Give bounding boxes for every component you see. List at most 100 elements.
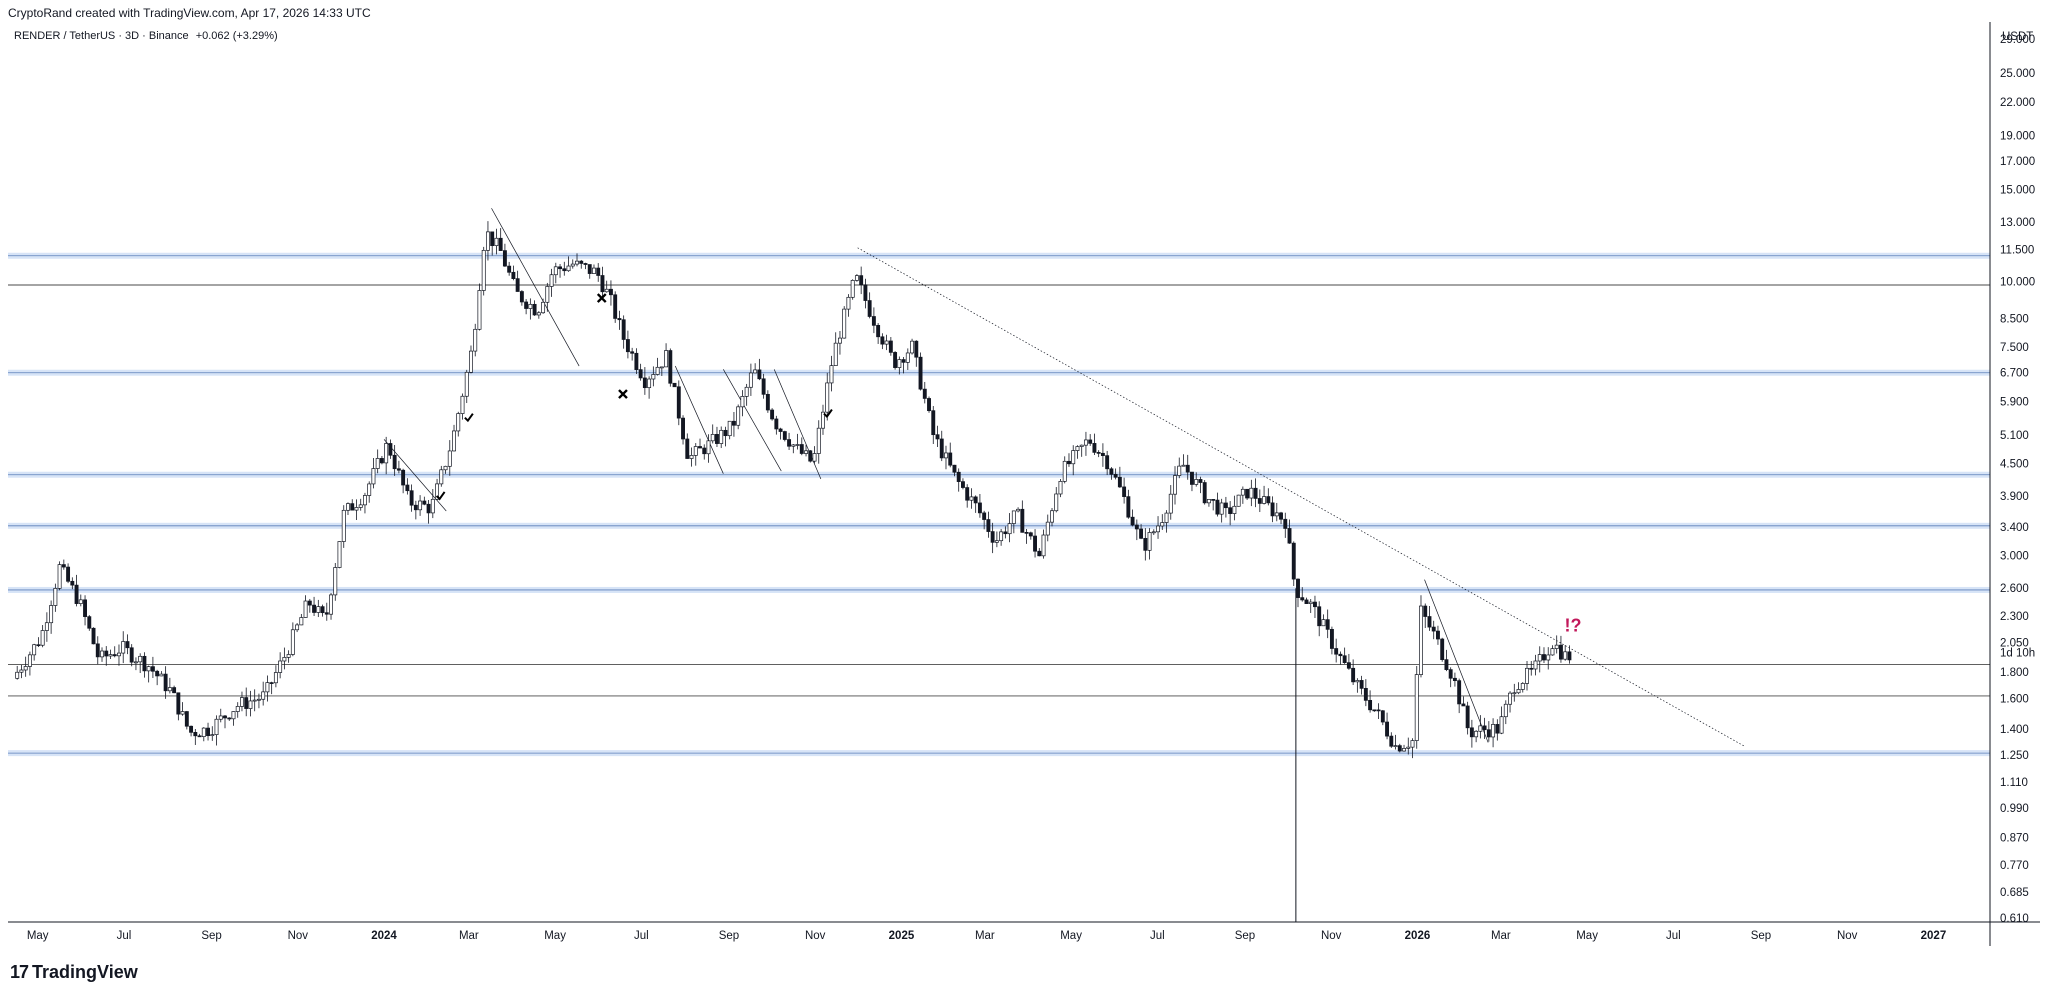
candle-body: [498, 237, 503, 251]
candle-body: [1410, 740, 1415, 748]
time-tick-label: Sep: [201, 930, 221, 942]
candle-body: [61, 564, 66, 568]
candle-body: [1079, 444, 1084, 447]
candle-body: [1156, 525, 1160, 533]
trendline: [773, 369, 822, 480]
candle-body: [1134, 524, 1139, 530]
candle-body: [49, 605, 54, 624]
candle-body: [935, 434, 940, 440]
candle-body: [1368, 700, 1373, 711]
candle-body: [982, 512, 987, 520]
candle-body: [1045, 521, 1050, 536]
candle-body: [312, 604, 317, 613]
candle-body: [83, 599, 87, 617]
candle-body: [782, 431, 787, 440]
candle-body: [693, 446, 698, 456]
candle-body: [40, 630, 45, 646]
candle-body: [1041, 534, 1046, 557]
time-tick-label: Mar: [1491, 930, 1511, 942]
price-tick-label: 19.000: [2000, 130, 2035, 142]
candle-body: [1198, 479, 1203, 483]
symbol-change: +0.062 (+3.29%): [195, 30, 278, 42]
candle-body: [706, 440, 711, 455]
candle-body: [125, 641, 130, 649]
candle-body: [104, 650, 109, 657]
price-tick-label: 10.000: [2000, 277, 2035, 289]
candle-body: [396, 468, 401, 471]
time-tick-label: May: [27, 930, 49, 942]
trendline: [1424, 579, 1489, 743]
candle-body: [201, 727, 206, 737]
price-tick-label: 0.770: [2000, 860, 2029, 872]
candle-body: [413, 504, 418, 511]
candle-body: [333, 567, 338, 596]
candle-body: [193, 731, 198, 737]
candle-body: [477, 290, 482, 330]
candle-body: [189, 725, 194, 733]
candle-body: [863, 284, 868, 301]
candle-body: [1058, 480, 1063, 495]
candle-body: [1529, 667, 1534, 670]
candle-body: [1020, 508, 1025, 533]
candle-body: [1512, 692, 1517, 695]
candle-body: [854, 275, 859, 281]
candle-body: [791, 444, 796, 447]
trendline: [723, 369, 782, 472]
candle-body: [753, 369, 758, 374]
candle-body: [95, 643, 100, 658]
candle-body: [159, 673, 164, 677]
candle-body: [1071, 450, 1076, 465]
candle-body: [426, 503, 431, 514]
candle-body: [1185, 464, 1190, 473]
trendline: [674, 365, 724, 474]
candle-body: [1537, 654, 1542, 662]
candle-body: [1206, 499, 1211, 504]
candle-body: [1508, 692, 1513, 705]
candle-body: [952, 464, 957, 473]
candle-body: [1542, 654, 1546, 661]
candle-body: [689, 455, 694, 459]
candle-body: [244, 697, 249, 709]
candle-body: [1266, 496, 1271, 504]
candle-body: [524, 301, 529, 309]
candle-body: [880, 336, 885, 345]
candle-body: [1024, 532, 1029, 534]
candle-body: [74, 584, 79, 604]
candle-body: [1313, 601, 1317, 608]
candle-body: [1130, 516, 1135, 526]
price-tick-label: 3.000: [2000, 551, 2029, 563]
candle-body: [1516, 689, 1521, 694]
candle-body: [676, 386, 681, 419]
price-tick-label: 0.870: [2000, 832, 2029, 844]
price-tick-label: 25.000: [2000, 68, 2035, 80]
candle-body: [999, 531, 1004, 542]
candle-body: [1533, 660, 1538, 670]
candle-body: [307, 600, 312, 606]
candle-body: [528, 303, 533, 309]
candle-body: [358, 504, 363, 508]
candle-body: [218, 715, 223, 720]
candle-body: [1219, 502, 1224, 515]
candle-body: [155, 670, 160, 677]
candle-body: [748, 372, 753, 388]
time-tick-label: Mar: [975, 930, 995, 942]
candle-body: [1228, 507, 1233, 514]
candle-body: [346, 503, 350, 511]
symbol-legend[interactable]: RENDER / TetherUS · 3D · Binance +0.062 …: [14, 30, 278, 42]
candle-body: [1054, 493, 1059, 512]
time-tick-label: Jul: [1666, 930, 1681, 942]
candle-body: [384, 443, 389, 464]
tradingview-logo-icon: 17: [10, 962, 29, 982]
checkmark-icon: [435, 491, 446, 501]
candle-body: [1139, 528, 1144, 539]
candle-body: [172, 687, 177, 694]
candle-body: [1355, 680, 1360, 683]
candle-body: [727, 420, 732, 437]
candle-body: [1105, 455, 1110, 470]
candle-body: [375, 458, 380, 469]
candle-body: [87, 616, 92, 629]
price-tick-label: 3.900: [2000, 491, 2029, 503]
candle-body: [1088, 439, 1093, 444]
candle-body: [1393, 745, 1398, 747]
